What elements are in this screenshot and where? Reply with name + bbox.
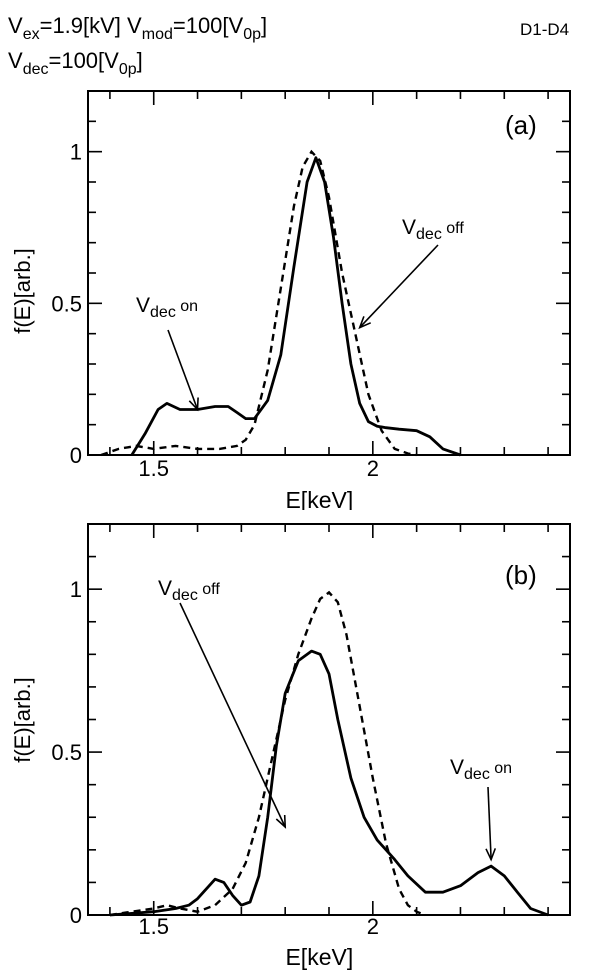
y-tick-label: 0.5 [51, 740, 82, 765]
series-vdec-on-line [130, 156, 461, 457]
y-tick-label: 0.5 [51, 291, 82, 316]
annotation-label: Vdec on [136, 294, 198, 321]
parameters-line-1: Vex=1.9[kV] Vmod=100[V0p] [8, 13, 267, 43]
annotation-arrow [179, 602, 286, 828]
x-tick-label: 2 [367, 914, 379, 939]
panel-label: (b) [505, 560, 537, 590]
y-tick-label: 0 [70, 903, 82, 928]
parameters-line-2: Vdec=100[V0p] [8, 48, 143, 78]
arrow-head [188, 397, 199, 412]
arrow-head [485, 848, 497, 862]
series-vdec-on-line [109, 649, 549, 917]
chart-panel-b: 1.5 2 0 0.5 1 E[keV] f(E)[arb.] (b) Vdec off Vdec… [10, 523, 571, 970]
arrow-head [275, 814, 287, 829]
x-axis-label: E[keV] [285, 944, 353, 970]
annotation-arrow [359, 244, 439, 329]
plot-frame [87, 90, 571, 456]
series-vdec-off-line [109, 590, 426, 917]
annotation-label: Vdec off [402, 216, 464, 243]
x-tick-label: 1.5 [138, 456, 169, 481]
annotation-label: Vdec off [158, 577, 220, 604]
y-tick-label: 1 [70, 140, 82, 165]
annotation-label: Vdec on [450, 756, 512, 783]
figure-header: Vex=1.9[kV] Vmod=100[V0p] Vdec=100[V0p] … [8, 13, 569, 78]
figure-tag: D1-D4 [520, 20, 569, 39]
chart-panel-a: 1.5 2 0 0.5 1 E[keV] f(E)[arb.] (a) Vdec on Vdec … [10, 90, 571, 510]
annotation-arrow [167, 329, 199, 410]
y-tick-label: 1 [70, 577, 82, 602]
arrow-head [358, 316, 372, 330]
x-axis-label: E[keV] [285, 487, 353, 510]
y-tick-label: 0 [70, 443, 82, 468]
annotation-arrow [487, 786, 492, 860]
series-vdec-off-line [100, 149, 417, 457]
x-tick-label: 2 [367, 456, 379, 481]
y-axis-label: f(E)[arb.] [10, 248, 35, 334]
x-tick-label: 1.5 [138, 914, 169, 939]
panel-label: (a) [505, 110, 537, 140]
y-axis-label: f(E)[arb.] [10, 677, 35, 763]
